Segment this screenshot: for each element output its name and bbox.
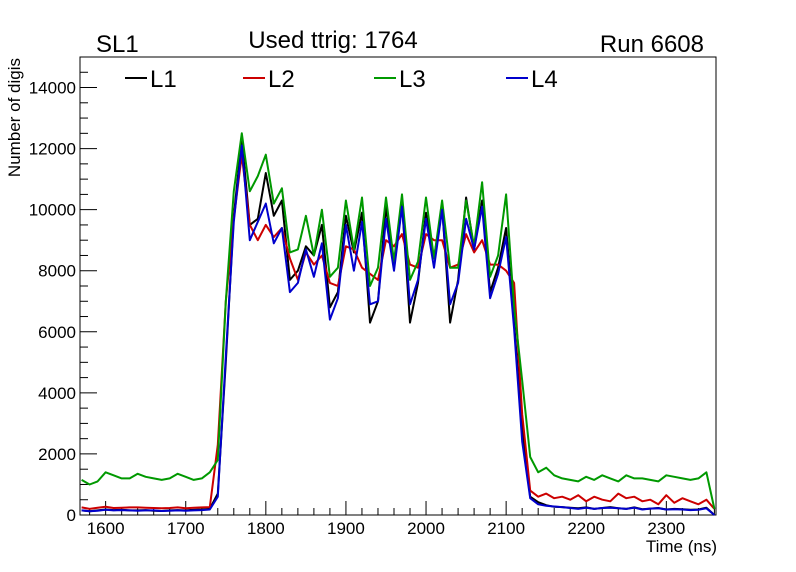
- legend: L1 L2 L3 L4: [125, 66, 558, 93]
- y-tick-label: 6000: [38, 323, 76, 342]
- legend-label-l3: L3: [399, 66, 426, 93]
- x-tick-label: 1900: [327, 519, 365, 538]
- y-tick-label: 0: [67, 506, 76, 525]
- x-tick-label: 1700: [167, 519, 205, 538]
- y-tick-label: 4000: [38, 384, 76, 403]
- y-axis-label: Number of digis: [5, 58, 24, 177]
- legend-label-l1: L1: [150, 66, 177, 93]
- y-tick-label: 14000: [29, 79, 76, 98]
- left-label: SL1: [96, 31, 139, 58]
- series-line-l4: [81, 144, 716, 516]
- axis-ticks: 1600 1700 1800 1900 2000 2100 2200 2300 0 2000 400…: [29, 56, 715, 538]
- legend-label-l2: L2: [268, 66, 295, 93]
- y-tick-label: 12000: [29, 140, 76, 159]
- x-tick-label: 1800: [247, 519, 285, 538]
- y-tick-label: 2000: [38, 445, 76, 464]
- x-tick-label: 2100: [487, 519, 525, 538]
- x-tick-label: 2000: [407, 519, 445, 538]
- legend-label-l4: L4: [531, 66, 558, 93]
- x-tick-label: 1600: [87, 519, 125, 538]
- x-tick-label: 2300: [647, 519, 685, 538]
- right-label: Run 6608: [600, 31, 704, 58]
- chart-title: Used ttrig: 1764: [248, 27, 417, 54]
- y-tick-label: 10000: [29, 201, 76, 220]
- series-group: [81, 132, 716, 516]
- series-line-l3: [81, 132, 716, 510]
- x-tick-label: 2200: [567, 519, 605, 538]
- x-axis-label: Time (ns): [646, 537, 717, 556]
- y-tick-label: 8000: [38, 262, 76, 281]
